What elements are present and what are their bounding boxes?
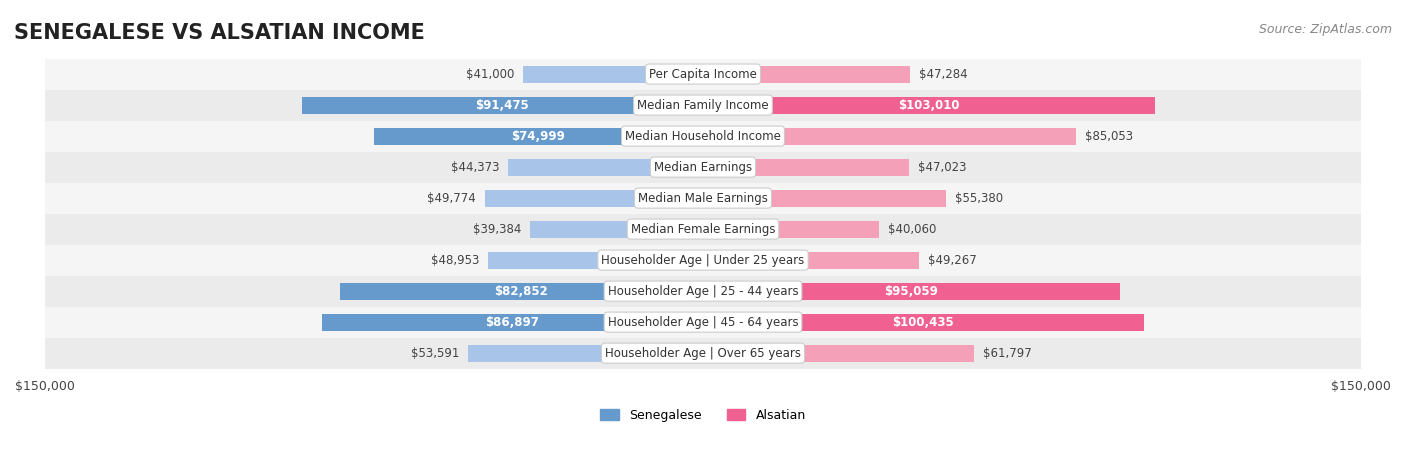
Text: $49,774: $49,774 bbox=[427, 191, 475, 205]
Text: $100,435: $100,435 bbox=[893, 316, 955, 329]
Text: $41,000: $41,000 bbox=[465, 68, 515, 81]
Bar bbox=[703, 159, 910, 176]
Bar bbox=[703, 127, 1076, 145]
Bar bbox=[703, 65, 911, 83]
Text: Householder Age | Over 65 years: Householder Age | Over 65 years bbox=[605, 347, 801, 360]
Bar bbox=[45, 307, 1361, 338]
Text: $40,060: $40,060 bbox=[887, 223, 936, 236]
Bar bbox=[523, 65, 703, 83]
Bar bbox=[45, 245, 1361, 276]
Text: Per Capita Income: Per Capita Income bbox=[650, 68, 756, 81]
Bar bbox=[45, 58, 1361, 90]
Text: $53,591: $53,591 bbox=[411, 347, 460, 360]
Bar bbox=[45, 90, 1361, 120]
Text: Householder Age | 45 - 64 years: Householder Age | 45 - 64 years bbox=[607, 316, 799, 329]
Text: $61,797: $61,797 bbox=[983, 347, 1032, 360]
Bar bbox=[45, 120, 1361, 152]
Bar bbox=[322, 314, 703, 331]
Bar bbox=[703, 190, 946, 206]
Text: Source: ZipAtlas.com: Source: ZipAtlas.com bbox=[1258, 23, 1392, 36]
Bar bbox=[703, 252, 920, 269]
Bar bbox=[45, 213, 1361, 245]
Text: $86,897: $86,897 bbox=[485, 316, 540, 329]
Text: $91,475: $91,475 bbox=[475, 99, 529, 112]
Text: $48,953: $48,953 bbox=[432, 254, 479, 267]
Bar bbox=[45, 276, 1361, 307]
Legend: Senegalese, Alsatian: Senegalese, Alsatian bbox=[595, 403, 811, 427]
Text: $39,384: $39,384 bbox=[472, 223, 522, 236]
Bar bbox=[703, 220, 879, 238]
Bar bbox=[488, 252, 703, 269]
Bar bbox=[45, 152, 1361, 183]
Bar bbox=[703, 97, 1154, 113]
Text: Householder Age | 25 - 44 years: Householder Age | 25 - 44 years bbox=[607, 284, 799, 297]
Text: SENEGALESE VS ALSATIAN INCOME: SENEGALESE VS ALSATIAN INCOME bbox=[14, 23, 425, 43]
Bar bbox=[703, 283, 1121, 300]
Text: $55,380: $55,380 bbox=[955, 191, 1002, 205]
Text: Householder Age | Under 25 years: Householder Age | Under 25 years bbox=[602, 254, 804, 267]
Text: $85,053: $85,053 bbox=[1085, 129, 1133, 142]
Bar bbox=[468, 345, 703, 361]
Text: $44,373: $44,373 bbox=[451, 161, 499, 174]
Text: $82,852: $82,852 bbox=[495, 284, 548, 297]
Bar bbox=[509, 159, 703, 176]
Text: $95,059: $95,059 bbox=[884, 284, 938, 297]
Text: $47,284: $47,284 bbox=[920, 68, 967, 81]
Text: Median Female Earnings: Median Female Earnings bbox=[631, 223, 775, 236]
Bar bbox=[703, 314, 1143, 331]
Text: $74,999: $74,999 bbox=[512, 129, 565, 142]
Text: Median Male Earnings: Median Male Earnings bbox=[638, 191, 768, 205]
Bar bbox=[45, 338, 1361, 368]
Text: Median Household Income: Median Household Income bbox=[626, 129, 780, 142]
Text: $103,010: $103,010 bbox=[898, 99, 960, 112]
Bar bbox=[45, 183, 1361, 213]
Text: $49,267: $49,267 bbox=[928, 254, 977, 267]
Bar bbox=[703, 345, 974, 361]
Text: $47,023: $47,023 bbox=[918, 161, 966, 174]
Bar bbox=[530, 220, 703, 238]
Text: Median Family Income: Median Family Income bbox=[637, 99, 769, 112]
Bar bbox=[374, 127, 703, 145]
Bar bbox=[485, 190, 703, 206]
Text: Median Earnings: Median Earnings bbox=[654, 161, 752, 174]
Bar bbox=[302, 97, 703, 113]
Bar bbox=[339, 283, 703, 300]
